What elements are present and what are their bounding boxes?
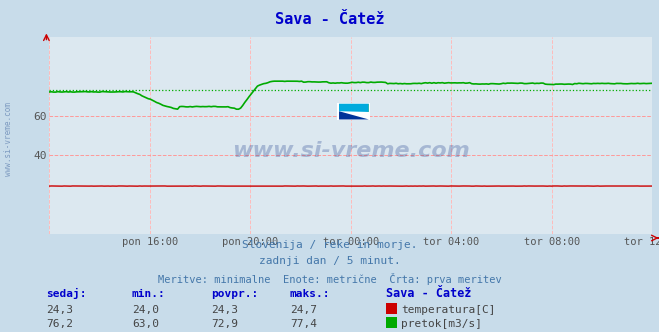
Polygon shape — [339, 104, 369, 112]
Text: 72,9: 72,9 — [211, 319, 238, 329]
Text: Sava - Čatež: Sava - Čatež — [275, 12, 384, 27]
Bar — [337, 103, 370, 120]
Text: temperatura[C]: temperatura[C] — [401, 305, 496, 315]
Text: maks.:: maks.: — [290, 289, 330, 299]
Text: 24,7: 24,7 — [290, 305, 317, 315]
Text: Slovenija / reke in morje.: Slovenija / reke in morje. — [242, 240, 417, 250]
Text: 77,4: 77,4 — [290, 319, 317, 329]
Text: Meritve: minimalne  Enote: metrične  Črta: prva meritev: Meritve: minimalne Enote: metrične Črta:… — [158, 273, 501, 285]
Text: www.si-vreme.com: www.si-vreme.com — [232, 141, 470, 161]
Text: 76,2: 76,2 — [46, 319, 73, 329]
Text: 24,3: 24,3 — [211, 305, 238, 315]
Text: 63,0: 63,0 — [132, 319, 159, 329]
Text: Sava - Čatež: Sava - Čatež — [386, 287, 471, 300]
Text: www.si-vreme.com: www.si-vreme.com — [4, 103, 13, 176]
Text: 24,3: 24,3 — [46, 305, 73, 315]
Polygon shape — [339, 111, 369, 120]
Text: sedaj:: sedaj: — [46, 288, 86, 299]
Text: povpr.:: povpr.: — [211, 289, 258, 299]
Polygon shape — [339, 104, 369, 112]
Text: zadnji dan / 5 minut.: zadnji dan / 5 minut. — [258, 256, 401, 266]
Text: pretok[m3/s]: pretok[m3/s] — [401, 319, 482, 329]
Text: min.:: min.: — [132, 289, 165, 299]
Text: 24,0: 24,0 — [132, 305, 159, 315]
